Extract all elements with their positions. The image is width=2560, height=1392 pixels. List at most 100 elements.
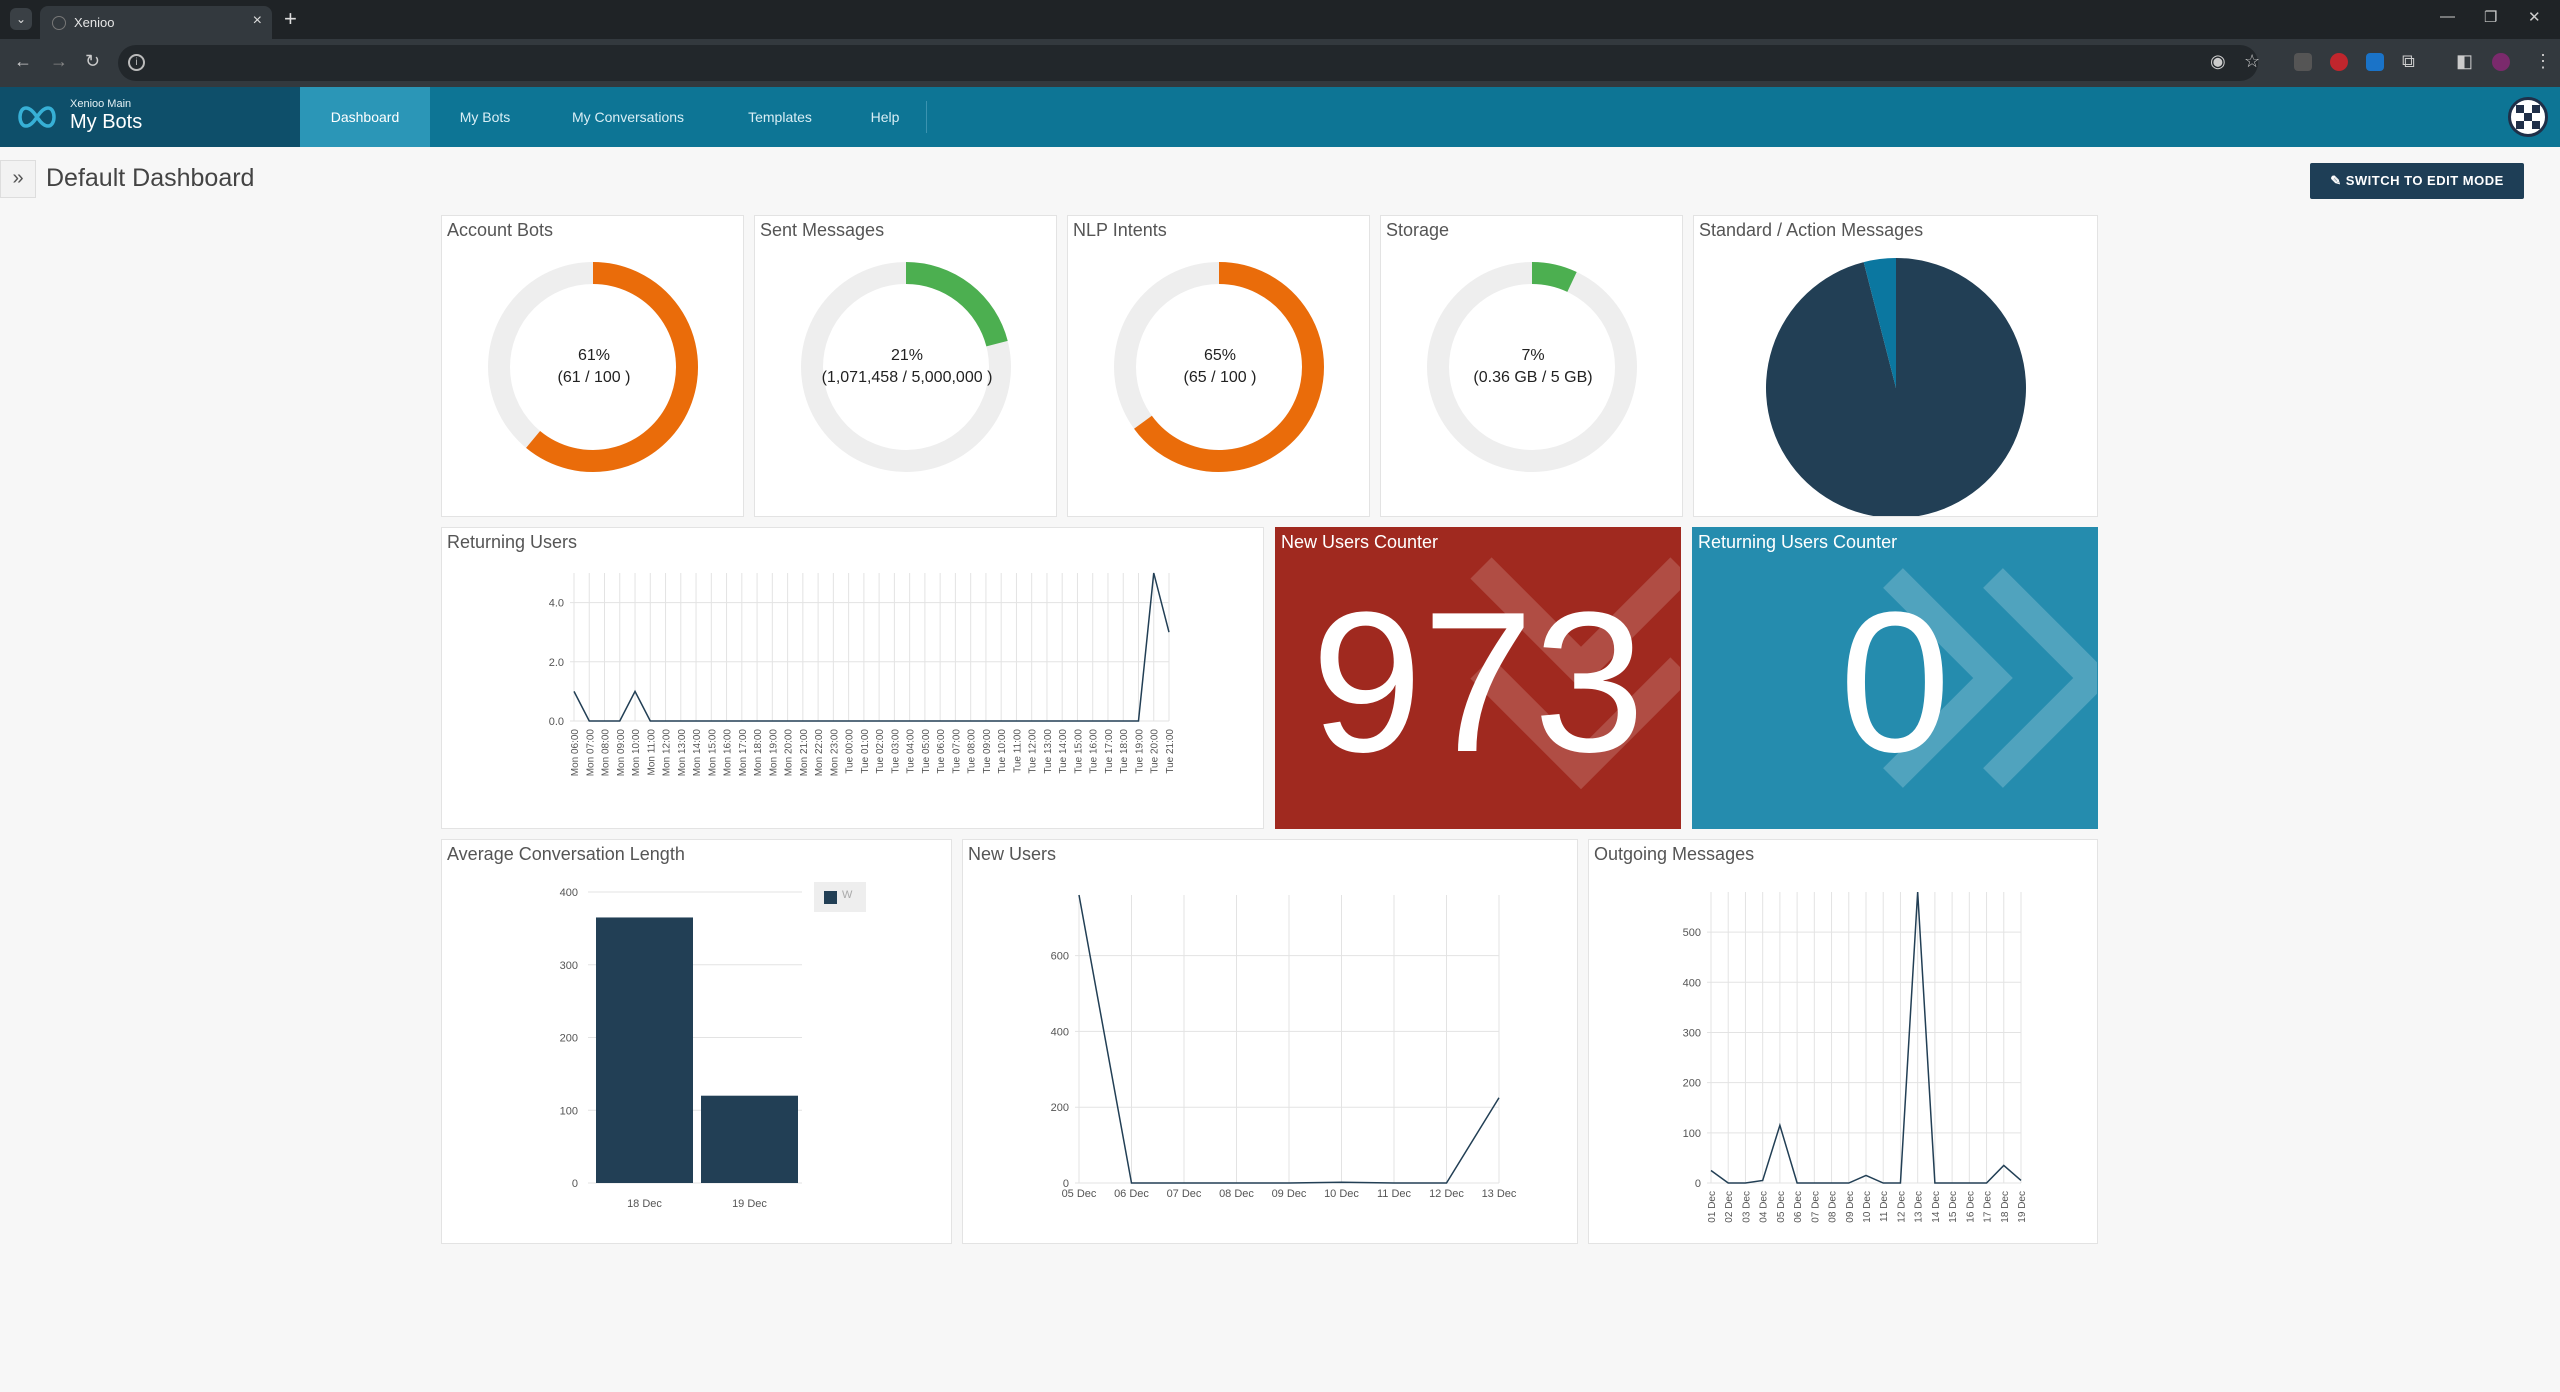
widget-title: Returning Users Counter: [1698, 532, 1898, 552]
sent-messages-gauge: [801, 262, 1011, 472]
x-tick-label: Tue 01:00: [860, 729, 871, 774]
chart-legend[interactable]: W: [814, 882, 866, 912]
browser-tab-strip: ⌄ Xenioo × + — ❐ ✕: [0, 0, 2560, 39]
nav-dashboard[interactable]: Dashboard: [300, 87, 430, 147]
tab-close-icon[interactable]: ×: [252, 12, 262, 29]
y-tick-label: 2.0: [549, 657, 564, 669]
x-tick-label: Mon 08:00: [601, 729, 612, 777]
series-line: [1078, 894, 1500, 1184]
gauge-detail: (65 / 100 ): [1183, 369, 1257, 386]
switch-to-edit-mode-button[interactable]: ✎ SWITCH TO EDIT MODE: [2310, 163, 2524, 199]
x-tick-label: 15 Dec: [1948, 1191, 1959, 1223]
bar: [596, 917, 693, 1183]
page-title: Default Dashboard: [46, 164, 255, 192]
y-tick-label: 100: [1683, 1128, 1701, 1140]
nav-help[interactable]: Help: [870, 109, 900, 125]
sidebar-expand-button[interactable]: »: [0, 160, 36, 198]
side-panel-icon[interactable]: ◧: [2456, 51, 2474, 71]
x-tick-label: Tue 10:00: [997, 729, 1008, 774]
browser-menu-icon[interactable]: ⋮: [2534, 51, 2552, 71]
extension-icon[interactable]: [2366, 53, 2384, 71]
storage-widget: Storage 7% (0.36 GB / 5 GB): [1380, 215, 1683, 517]
widget-title: Outgoing Messages: [1594, 844, 1755, 864]
widget-title: Storage: [1386, 220, 1450, 240]
nlp-intents-gauge: [1114, 262, 1324, 472]
chevron-right-background-icon: [1883, 568, 2097, 788]
x-tick-label: Tue 21:00: [1165, 729, 1176, 774]
x-tick-label: Tue 04:00: [906, 729, 917, 774]
reload-icon[interactable]: ↻: [85, 51, 101, 71]
returning-users-widget: Returning Users Mon 06:00 Mon 07:00 Mon 08…: [441, 527, 1264, 829]
nav-divider: [926, 101, 927, 133]
extension-icon[interactable]: [2294, 53, 2312, 71]
xenioo-logo-icon: [18, 106, 56, 128]
y-tick-label: 0: [1063, 1178, 1069, 1190]
extensions-puzzle-icon[interactable]: ⧉: [2402, 51, 2415, 71]
x-tick-label: 02 Dec: [1724, 1191, 1735, 1223]
forward-icon[interactable]: →: [50, 51, 68, 71]
widget-title: Sent Messages: [760, 220, 885, 240]
nav-my-conversations[interactable]: My Conversations: [571, 109, 685, 125]
x-tick-label: Mon 18:00: [753, 729, 764, 777]
new-users-line-chart: 05 Dec 06 Dec 07 Dec 08 Dec 09 Dec 10 Dec 11 D…: [1051, 894, 1517, 1200]
nlp-intents-widget: NLP Intents 65% (65 / 100 ): [1067, 215, 1370, 517]
chevron-down-background-icon: [1470, 557, 1680, 790]
y-tick-label: 400: [1683, 977, 1701, 989]
x-tick-label: 18 Dec: [627, 1198, 662, 1210]
new-users-widget: New Users 05 Dec 06 Dec 07 Dec 08 Dec 09 Dec…: [962, 839, 1578, 1244]
x-tick-label: Mon 13:00: [677, 729, 688, 777]
y-tick-label: 400: [1051, 1026, 1069, 1038]
eye-icon[interactable]: ◉: [2210, 51, 2226, 71]
x-tick-label: Mon 19:00: [768, 729, 779, 777]
new-users-count: 973: [1311, 571, 1645, 794]
pie-slice: [1863, 258, 1896, 388]
y-tick-label: 600: [1051, 951, 1069, 963]
new-tab-button[interactable]: +: [284, 6, 297, 31]
browser-toolbar: ← → ↻ i ◉ ☆ ⧉ ◧ ⋮: [0, 39, 2560, 87]
bookmark-star-icon[interactable]: ☆: [2244, 51, 2261, 71]
workspace-name: Xenioo Main: [70, 98, 132, 110]
y-tick-label: 300: [1683, 1027, 1701, 1039]
x-tick-label: Mon 10:00: [631, 729, 642, 777]
nav-templates[interactable]: Templates: [748, 109, 812, 125]
x-tick-label: Tue 12:00: [1028, 729, 1039, 774]
restore-icon[interactable]: ❐: [2484, 9, 2498, 26]
x-tick-label: 05 Dec: [1776, 1191, 1787, 1223]
back-icon[interactable]: ←: [14, 51, 32, 71]
y-tick-label: 0: [572, 1178, 578, 1190]
y-tick-label: 500: [1683, 927, 1701, 939]
minimize-icon[interactable]: —: [2440, 8, 2455, 25]
extension-icon[interactable]: [2330, 53, 2348, 71]
brand-area[interactable]: Xenioo Main My Bots: [0, 87, 300, 147]
returning-users-line-chart: Mon 06:00 Mon 07:00 Mon 08:00 Mon 09:00 Mon …: [549, 572, 1176, 777]
site-info-icon[interactable]: i: [128, 54, 145, 71]
x-tick-label: Mon 20:00: [784, 729, 795, 777]
bar: [701, 1095, 798, 1183]
gauge-label: 7% (0.36 GB / 5 GB): [1413, 345, 1653, 389]
x-tick-label: 12 Dec: [1429, 1188, 1464, 1200]
address-bar[interactable]: i: [118, 45, 2258, 81]
profile-avatar-icon[interactable]: [2492, 53, 2510, 71]
widget-title: Account Bots: [447, 220, 554, 240]
gauge-detail: (61 / 100 ): [557, 369, 631, 386]
x-tick-label: Tue 19:00: [1134, 729, 1145, 774]
gauge-fill-arc: [1134, 262, 1324, 472]
x-tick-label: Tue 00:00: [845, 729, 856, 774]
gauge-label: 21% (1,071,458 / 5,000,000 ): [787, 345, 1027, 389]
x-tick-label: Mon 12:00: [662, 729, 673, 777]
x-tick-label: Tue 08:00: [967, 729, 978, 774]
x-tick-label: 06 Dec: [1114, 1188, 1149, 1200]
legend-label: W: [842, 889, 853, 901]
x-tick-label: Tue 15:00: [1073, 729, 1084, 774]
x-tick-label: 11 Dec: [1377, 1188, 1412, 1200]
x-tick-label: 13 Dec: [1914, 1191, 1925, 1223]
window-close-icon[interactable]: ✕: [2528, 9, 2541, 26]
user-avatar-icon[interactable]: [2508, 97, 2548, 137]
new-users-counter-widget: New Users Counter 973: [1275, 527, 1681, 829]
gauge-fill-arc: [905, 262, 1008, 347]
nav-my-bots[interactable]: My Bots: [459, 109, 511, 125]
browser-tab[interactable]: Xenioo ×: [40, 6, 272, 39]
x-tick-label: Tue 05:00: [921, 729, 932, 774]
tab-search-button[interactable]: ⌄: [10, 8, 32, 30]
y-tick-label: 4.0: [549, 598, 564, 610]
